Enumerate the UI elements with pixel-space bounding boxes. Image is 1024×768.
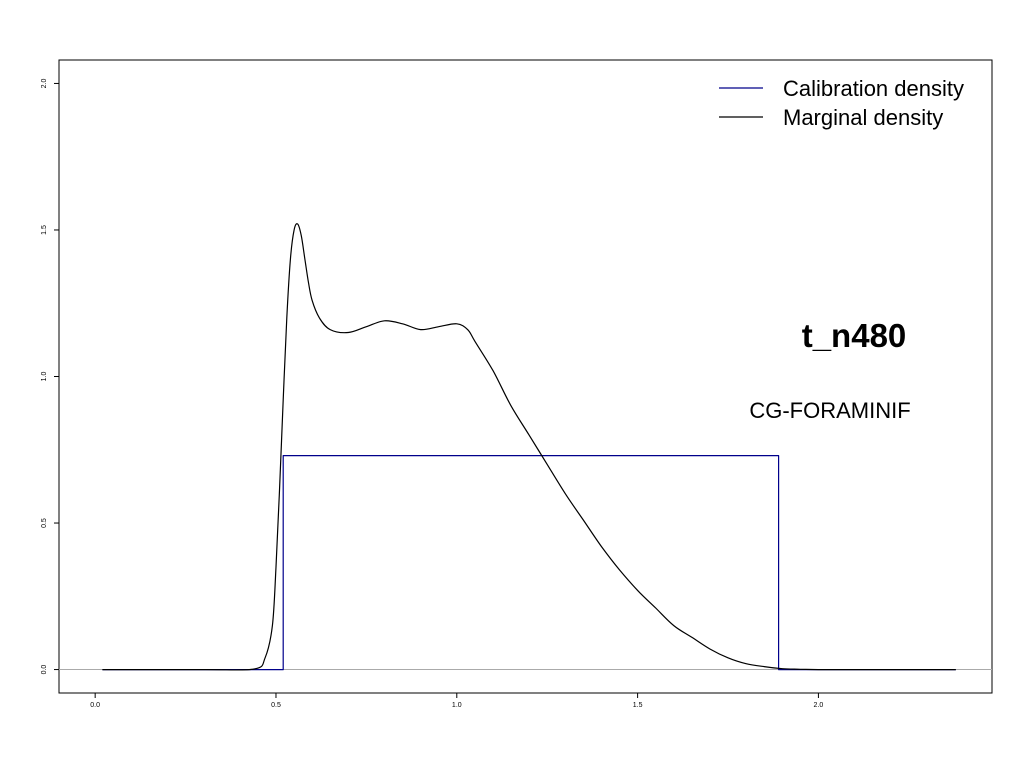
- x-tick-label: 1.5: [633, 702, 643, 709]
- y-tick-label: 1.5: [41, 225, 48, 235]
- legend: Calibration density Marginal density: [719, 76, 964, 130]
- x-tick-label: 1.0: [452, 702, 462, 709]
- legend-label-marginal-density: Marginal density: [783, 105, 943, 130]
- series-layer: [59, 223, 992, 671]
- legend-label-calibration-density: Calibration density: [783, 76, 964, 101]
- plot-frame: [58, 59, 993, 694]
- x-tick-label: 0.5: [271, 702, 281, 709]
- x-tick-label: 2.0: [814, 702, 824, 709]
- y-tick-label: 2.0: [41, 78, 48, 88]
- series-line-calibration-density: [102, 455, 956, 671]
- y-tick-label: 0.5: [41, 518, 48, 528]
- annotation-subtitle: CG-FORAMINIF: [749, 398, 910, 423]
- annotation-title: t_n480: [802, 317, 907, 354]
- y-tick-label: 0.0: [41, 665, 48, 675]
- y-tick-label: 1.0: [41, 372, 48, 382]
- ticks-layer: 0.0 0.5 1.0 1.5 2.0 0.0 0.5 1.0 1.5 2.0: [41, 78, 823, 709]
- x-tick-label: 0.0: [90, 702, 100, 709]
- series-line-marginal-density: [102, 223, 956, 671]
